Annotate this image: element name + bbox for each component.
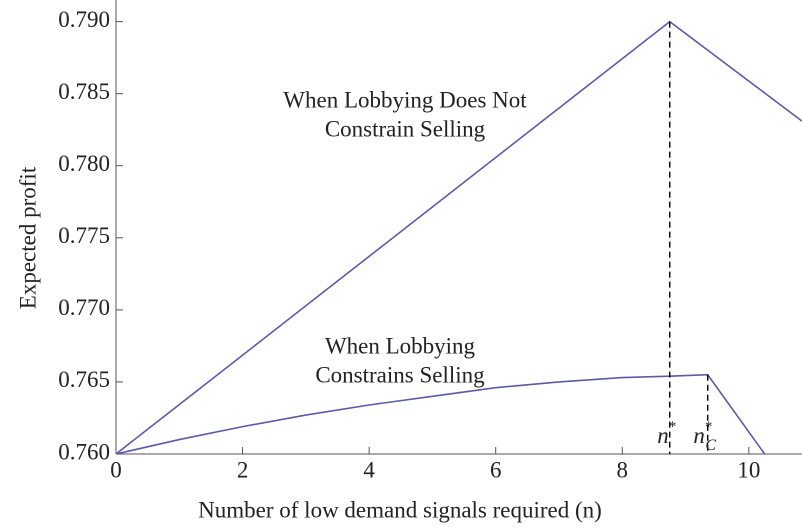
x-tick-label: 0 <box>110 457 122 482</box>
x-tick-label: 10 <box>737 457 760 482</box>
series-line <box>115 373 766 455</box>
x-tick-label: 8 <box>617 457 629 482</box>
y-tick-label: 0.760 <box>58 439 110 464</box>
annotation: When Lobbying Does Not <box>283 87 527 112</box>
y-tick-label: 0.790 <box>58 7 110 32</box>
marker-text: n <box>693 423 705 448</box>
annotation: Constrains Selling <box>315 362 485 387</box>
marker-sup: * <box>705 419 713 435</box>
annotation: When Lobbying <box>325 333 476 358</box>
marker-text: n <box>657 423 669 448</box>
x-tick-label: 6 <box>490 457 502 482</box>
y-tick-label: 0.765 <box>58 367 110 392</box>
y-tick-label: 0.785 <box>58 79 110 104</box>
annotation: Constrain Selling <box>325 116 486 141</box>
marker-label: n* C <box>693 419 716 453</box>
y-tick-label: 0.780 <box>58 151 110 176</box>
marker-sup: * <box>669 419 677 435</box>
marker-sub: C <box>705 437 716 454</box>
marker-label: n* <box>657 419 676 448</box>
x-tick-label: 4 <box>363 457 375 482</box>
y-tick-label: 0.775 <box>58 223 110 248</box>
x-axis-label: Number of low demand signals required (n… <box>198 497 602 522</box>
x-tick-label: 2 <box>237 457 249 482</box>
y-tick-label: 0.770 <box>58 295 110 320</box>
y-axis-label: Expected profit <box>15 166 40 309</box>
